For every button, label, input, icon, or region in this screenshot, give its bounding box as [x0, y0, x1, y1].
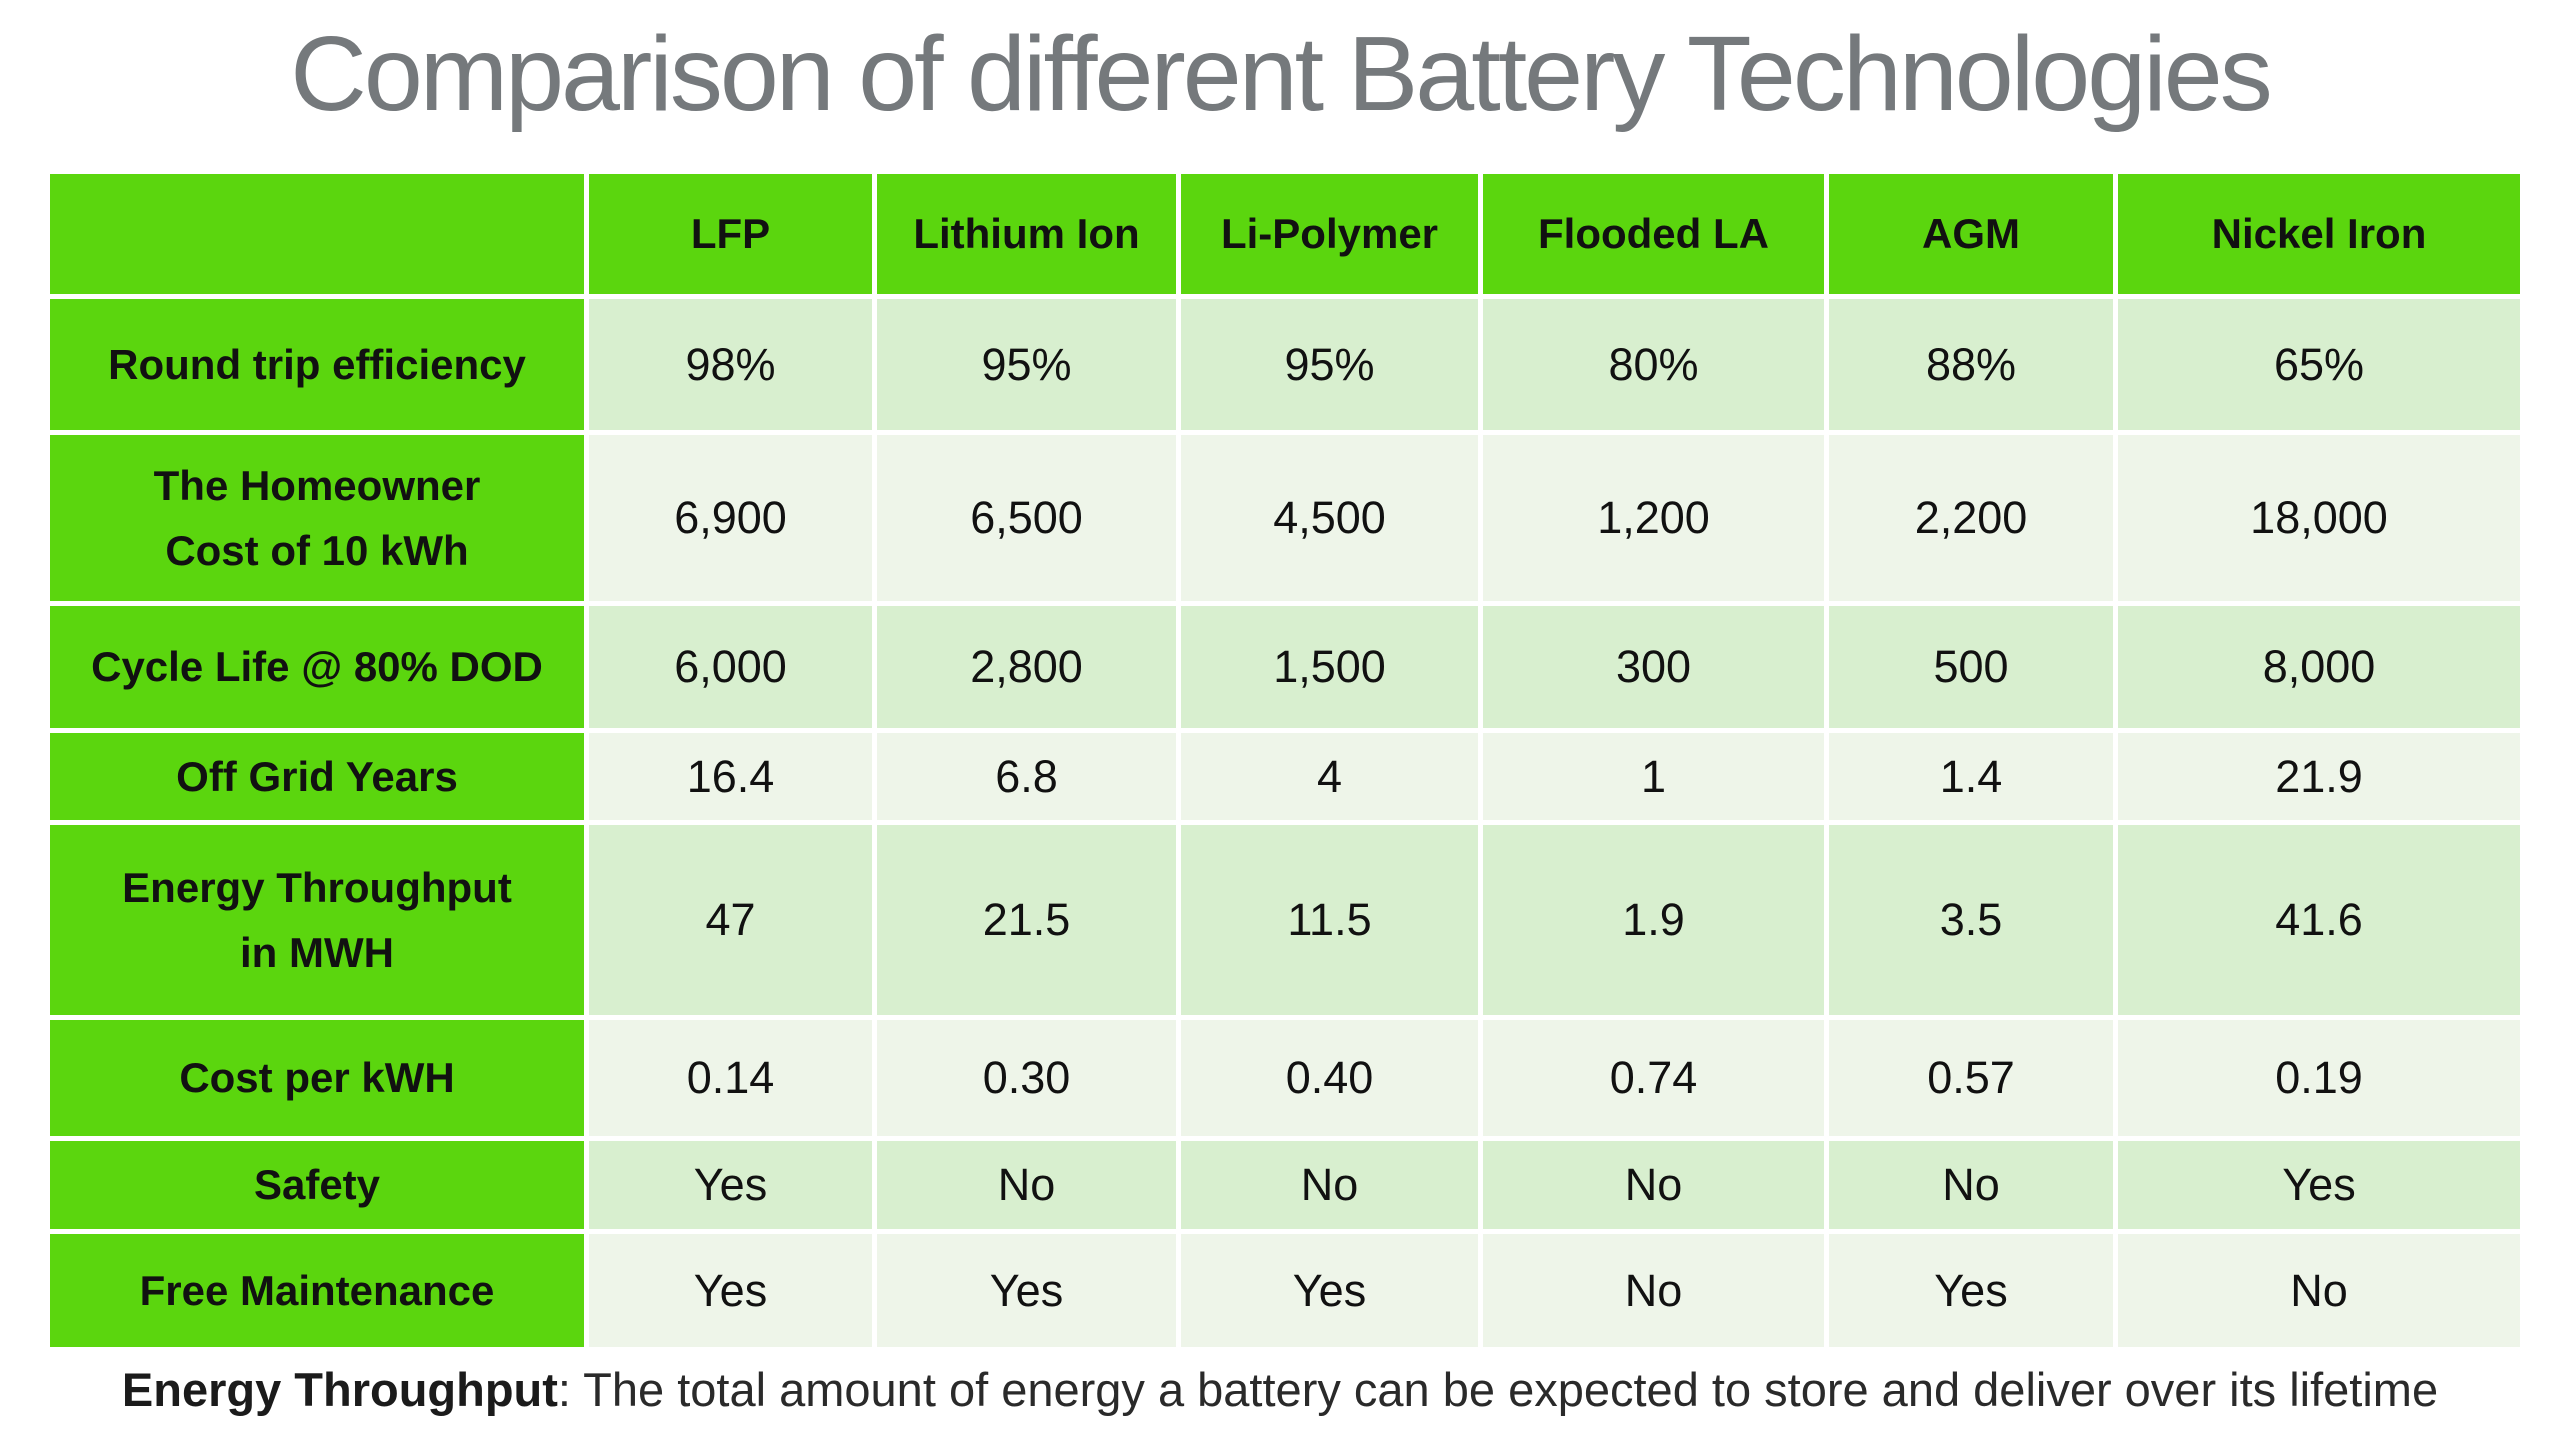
table-cell: 0.57 [1829, 1020, 2113, 1136]
row-label-cycle-life: Cycle Life @ 80% DOD [50, 606, 584, 728]
column-header-lfp: LFP [589, 174, 872, 294]
row-label-off-grid-years: Off Grid Years [50, 733, 584, 820]
table-cell: Yes [1181, 1234, 1478, 1347]
table-cell: No [2118, 1234, 2520, 1347]
table-cell: 4 [1181, 733, 1478, 820]
table-cell: 47 [589, 825, 872, 1015]
row-label-cost-per-kwh: Cost per kWH [50, 1020, 584, 1136]
table-cell: 2,800 [877, 606, 1176, 728]
corner-cell [50, 174, 584, 294]
table-cell: 0.19 [2118, 1020, 2520, 1136]
table-cell: 6,900 [589, 435, 872, 601]
table-cell: 3.5 [1829, 825, 2113, 1015]
table-cell: 98% [589, 299, 872, 430]
table-cell: 88% [1829, 299, 2113, 430]
table-cell: No [1483, 1234, 1824, 1347]
table-cell: 0.14 [589, 1020, 872, 1136]
table-cell: 6,000 [589, 606, 872, 728]
table-cell: 1.4 [1829, 733, 2113, 820]
row-label-safety: Safety [50, 1141, 584, 1229]
row-label-energy-throughput: Energy Throughput in MWH [50, 825, 584, 1015]
table-cell: 21.9 [2118, 733, 2520, 820]
table-cell: 4,500 [1181, 435, 1478, 601]
table-cell: Yes [877, 1234, 1176, 1347]
column-header-agm: AGM [1829, 174, 2113, 294]
footnote-definition: : The total amount of energy a battery c… [557, 1363, 2439, 1416]
table-cell: 500 [1829, 606, 2113, 728]
page-title: Comparison of different Battery Technolo… [290, 15, 2272, 133]
table-cell: 1 [1483, 733, 1824, 820]
table-cell: 0.30 [877, 1020, 1176, 1136]
table-cell: 1,500 [1181, 606, 1478, 728]
table-cell: 1.9 [1483, 825, 1824, 1015]
row-label-round-trip-efficiency: Round trip efficiency [50, 299, 584, 430]
table-cell: 11.5 [1181, 825, 1478, 1015]
table-cell: 21.5 [877, 825, 1176, 1015]
column-header-lithium-ion: Lithium Ion [877, 174, 1176, 294]
table-cell: Yes [2118, 1141, 2520, 1229]
table-cell: Yes [589, 1141, 872, 1229]
table-cell: 8,000 [2118, 606, 2520, 728]
table-cell: 80% [1483, 299, 1824, 430]
table-cell: Yes [1829, 1234, 2113, 1347]
table-cell: 2,200 [1829, 435, 2113, 601]
table-cell: Yes [589, 1234, 872, 1347]
table-cell: 95% [1181, 299, 1478, 430]
footnote-term: Energy Throughput [121, 1363, 558, 1416]
table-cell: No [1483, 1141, 1824, 1229]
table-cell: No [877, 1141, 1176, 1229]
table-cell: 95% [877, 299, 1176, 430]
table-cell: 0.74 [1483, 1020, 1824, 1136]
table-cell: 1,200 [1483, 435, 1824, 601]
table-cell: No [1181, 1141, 1478, 1229]
table-cell: No [1829, 1141, 2113, 1229]
table-cell: 6.8 [877, 733, 1176, 820]
battery-comparison-table: LFP Lithium Ion Li-Polymer Flooded LA AG… [50, 174, 2520, 1347]
row-label-homeowner-cost: The Homeowner Cost of 10 kWh [50, 435, 584, 601]
row-label-free-maintenance: Free Maintenance [50, 1234, 584, 1347]
table-cell: 6,500 [877, 435, 1176, 601]
table-cell: 300 [1483, 606, 1824, 728]
column-header-flooded-la: Flooded LA [1483, 174, 1824, 294]
column-header-li-polymer: Li-Polymer [1181, 174, 1478, 294]
table-cell: 41.6 [2118, 825, 2520, 1015]
energy-throughput-footnote: Energy Throughput: The total amount of e… [0, 1362, 2560, 1417]
table-cell: 16.4 [589, 733, 872, 820]
table-cell: 18,000 [2118, 435, 2520, 601]
table-cell: 65% [2118, 299, 2520, 430]
table-cell: 0.40 [1181, 1020, 1478, 1136]
column-header-nickel-iron: Nickel Iron [2118, 174, 2520, 294]
